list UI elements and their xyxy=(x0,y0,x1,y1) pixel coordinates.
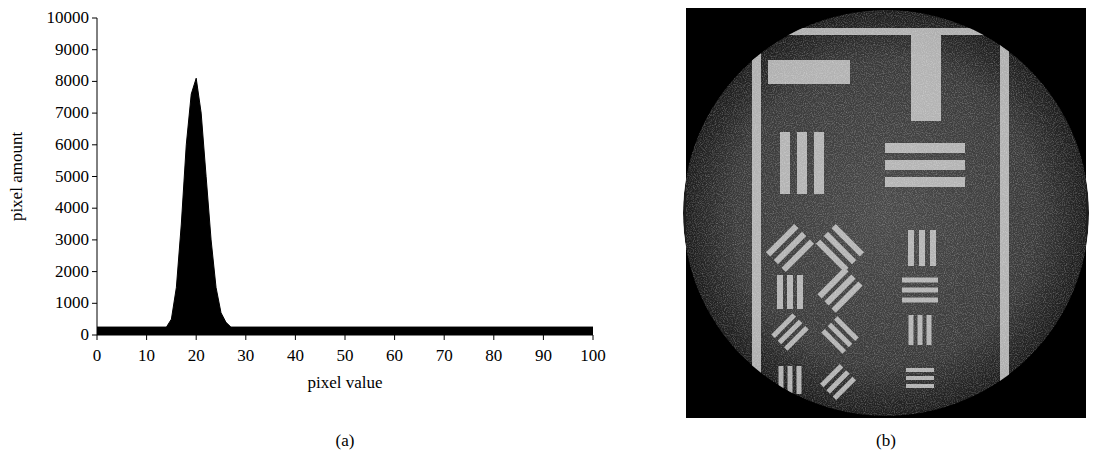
y-tick-label: 2000 xyxy=(55,262,89,281)
x-tick-label: 0 xyxy=(93,346,102,365)
x-tick-label: 40 xyxy=(287,346,304,365)
y-tick-label: 6000 xyxy=(55,135,89,154)
x-tick-label: 20 xyxy=(188,346,205,365)
x-tick xyxy=(97,335,98,340)
x-tick xyxy=(146,335,147,340)
image-background xyxy=(686,8,1086,418)
x-tick-label: 100 xyxy=(580,346,606,365)
x-tick xyxy=(245,335,246,340)
page: {"chart_data": {"type": "area", "panel_l… xyxy=(0,0,1097,466)
y-tick xyxy=(92,208,97,209)
x-tick-label: 10 xyxy=(138,346,155,365)
y-tick xyxy=(92,18,97,19)
y-tick-label: 10000 xyxy=(47,8,90,27)
y-tick-label: 7000 xyxy=(55,103,89,122)
x-tick xyxy=(196,335,197,340)
image-disc xyxy=(683,8,1089,428)
image-grain xyxy=(686,8,1086,418)
x-tick xyxy=(543,335,544,340)
y-tick-label: 8000 xyxy=(55,71,89,90)
plot-marks xyxy=(97,78,593,335)
y-tick xyxy=(92,81,97,82)
y-tick-label: 1000 xyxy=(55,293,89,312)
y-tick-label: 4000 xyxy=(55,198,89,217)
x-tick xyxy=(593,335,594,340)
panel-label: (b) xyxy=(876,431,896,450)
x-tick-label: 90 xyxy=(535,346,552,365)
x-tick xyxy=(444,335,445,340)
y-tick xyxy=(92,176,97,177)
x-tick xyxy=(394,335,395,340)
y-tick-label: 0 xyxy=(81,325,90,344)
y-tick xyxy=(92,335,97,336)
y-tick xyxy=(92,144,97,145)
panel-b: (b) xyxy=(683,8,1089,450)
y-tick-label: 3000 xyxy=(55,230,89,249)
y-tick xyxy=(92,49,97,50)
x-tick-label: 50 xyxy=(337,346,354,365)
y-tick-label: 9000 xyxy=(55,40,89,59)
histogram-area xyxy=(97,78,593,335)
y-tick xyxy=(92,271,97,272)
panel-a: 0100020003000400050006000700080009000100… xyxy=(7,8,606,450)
y-tick xyxy=(92,303,97,304)
panel-label: (a) xyxy=(336,431,355,450)
x-tick-label: 30 xyxy=(237,346,254,365)
x-axis-title: pixel value xyxy=(307,373,382,392)
y-tick-label: 5000 xyxy=(55,167,89,186)
x-tick-label: 80 xyxy=(485,346,502,365)
y-tick xyxy=(92,113,97,114)
x-tick xyxy=(345,335,346,340)
y-axis-title: pixel amount xyxy=(7,132,26,222)
x-tick xyxy=(295,335,296,340)
x-tick-label: 70 xyxy=(436,346,453,365)
figure: 0100020003000400050006000700080009000100… xyxy=(0,0,1097,466)
y-tick xyxy=(92,239,97,240)
x-tick-label: 60 xyxy=(386,346,403,365)
x-tick xyxy=(493,335,494,340)
